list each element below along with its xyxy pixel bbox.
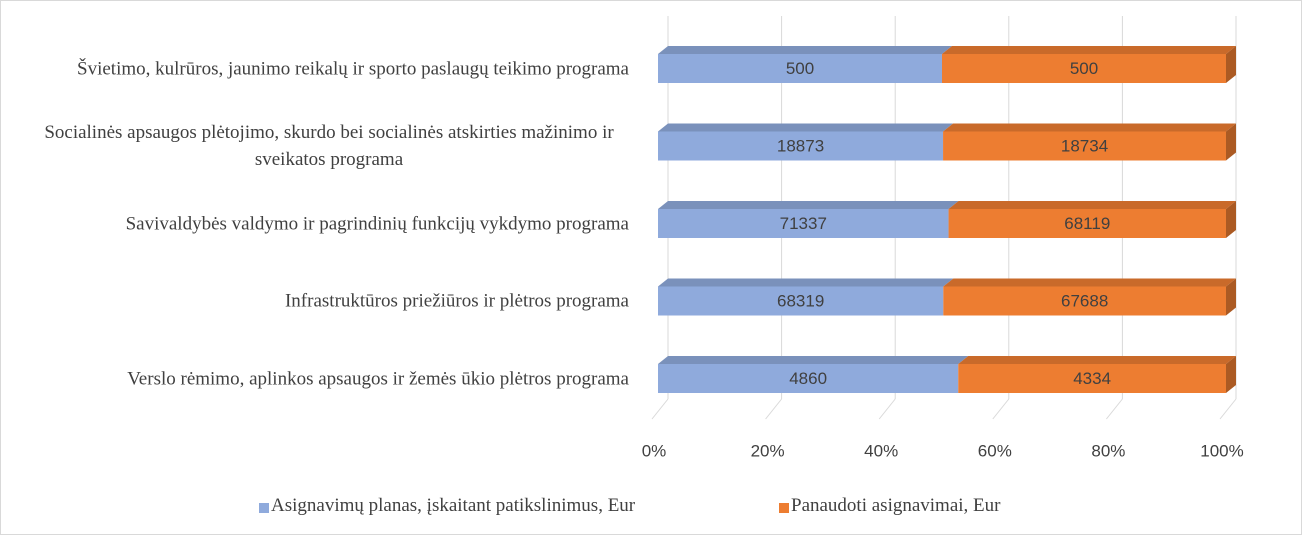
data-label: 500 [786,59,814,78]
bar-top [658,356,969,364]
data-label: 18734 [1061,136,1108,155]
bar [958,364,1226,393]
data-label: 18873 [777,136,824,155]
bar [658,131,944,161]
bar-top [658,201,959,209]
x-tick-label: 100% [1200,441,1243,460]
grid-floor [878,398,896,420]
grid-floor [992,398,1010,420]
bar-top [948,201,1236,209]
data-label: 71337 [780,214,827,233]
bar [658,209,949,238]
bar-top [943,123,1236,132]
data-label: 500 [1070,59,1098,78]
bar [942,54,1226,83]
bar [658,286,944,316]
data-label: 67688 [1061,291,1108,310]
category-label: Socialinės apsaugos plėtojimo, skurdo be… [44,122,614,170]
bar-side [1226,278,1236,316]
legend-swatch [259,503,269,513]
x-tick-label: 0% [642,441,667,460]
bar-side [1226,201,1236,238]
data-label: 4860 [789,369,827,388]
category-label: Savivaldybės valdymo ir pagrindinių funk… [125,213,629,234]
data-label: 68319 [777,291,824,310]
grid-floor [765,398,782,420]
category-label: Švietimo, kulrūros, jaunimo reikalų ir s… [77,58,629,79]
x-tick-label: 20% [751,441,785,460]
bar-side [1226,356,1236,393]
bar-top [658,46,952,54]
bar [943,131,1226,161]
bar [948,209,1226,238]
x-tick-label: 60% [978,441,1012,460]
legend-label: Asignavimų planas, įskaitant patikslinim… [271,495,636,516]
bar-top [658,123,954,132]
data-label: 4334 [1073,369,1111,388]
category-label: Infrastruktūros priežiūros ir plėtros pr… [284,290,629,312]
grid-floor [1106,398,1123,420]
x-tick-label: 40% [864,441,898,460]
x-tick-label: 80% [1091,441,1125,460]
bar [943,286,1226,316]
bar-top [658,278,954,287]
grid-floor [651,398,669,420]
grid-floor [1219,398,1237,420]
bar-top [958,356,1236,364]
legend-label: Panaudoti asignavimai, Eur [791,495,1001,516]
bar [658,364,959,393]
category-label: Verslo rėmimo, aplinkos apsaugos ir žemė… [127,368,629,389]
legend-swatch [779,503,789,513]
bar [658,54,942,83]
data-label: 68119 [1064,214,1110,233]
bar-top [943,278,1236,287]
bar-side [1226,46,1236,83]
bar-side [1226,123,1236,161]
bar-top [942,46,1236,54]
